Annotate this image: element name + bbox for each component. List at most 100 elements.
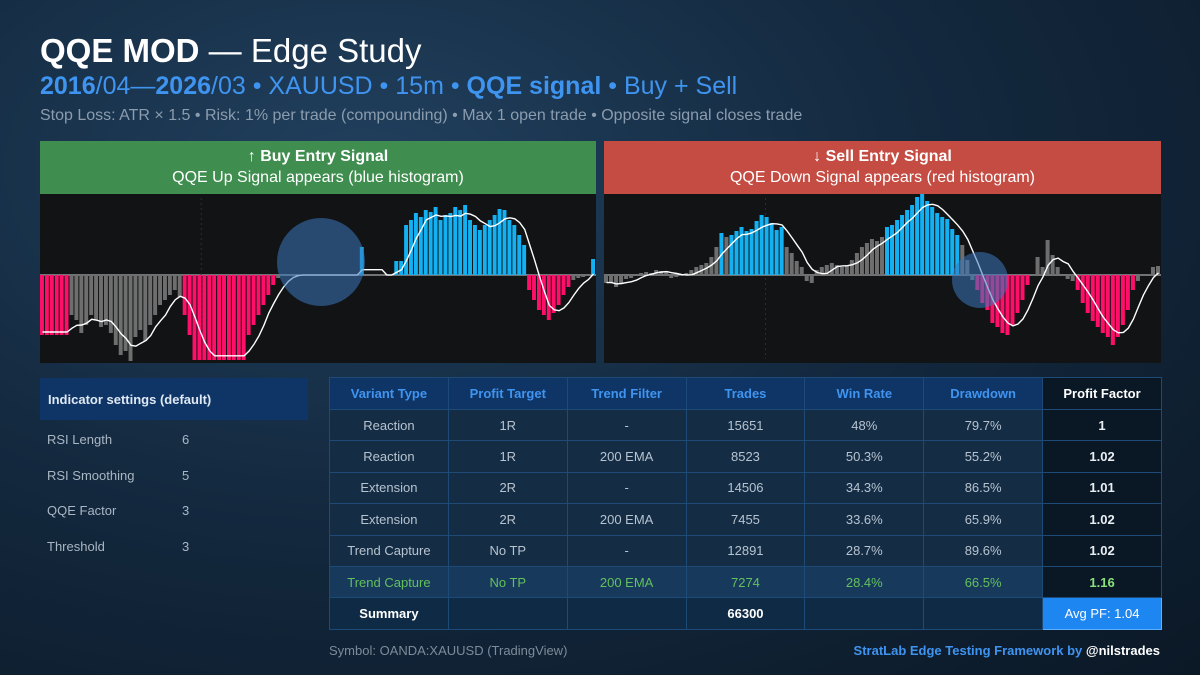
col-header: Trend Filter (566, 377, 687, 410)
histogram-bar (94, 275, 99, 320)
histogram-bar (915, 197, 920, 275)
histogram-bar (251, 275, 256, 325)
histogram-bar (1110, 275, 1115, 345)
histogram-bar (438, 220, 443, 275)
histogram-bar (779, 227, 784, 275)
histogram-bar (754, 221, 759, 275)
histogram-bar (532, 275, 536, 300)
histogram-bar (143, 275, 148, 341)
histogram-bar (472, 225, 477, 275)
histogram-bar (854, 253, 859, 275)
histogram-bar (1050, 255, 1055, 275)
histogram-bar (769, 223, 774, 275)
histogram-bar (44, 275, 49, 335)
summary-trades: 66300 (685, 597, 806, 630)
histogram-bar (443, 215, 448, 275)
histogram-bar (1010, 275, 1015, 325)
table-row-highlight: Trend Capture No TP 200 EMA 7274 28.4% 66.5% 1… (329, 565, 1162, 599)
histogram-bar (133, 275, 138, 337)
histogram-bar (128, 275, 133, 361)
histogram-bar (1065, 275, 1070, 279)
histogram-bar (604, 275, 609, 283)
histogram-bar (905, 210, 910, 275)
histogram-bar (566, 275, 571, 287)
table-header-row: Variant Type Profit Target Trend Filter … (329, 377, 1162, 410)
histogram-bar (1055, 267, 1060, 275)
histogram-bar (809, 275, 814, 283)
histogram-bar (591, 259, 595, 275)
settings-row: QQE Factor 3 (47, 503, 190, 518)
histogram-bar (399, 261, 404, 275)
histogram-bar (869, 239, 874, 275)
histogram-bar (1080, 275, 1085, 303)
histogram-bar (197, 275, 202, 360)
histogram-bar (1125, 275, 1130, 310)
histogram-bar (507, 220, 512, 275)
histogram-bar (895, 220, 900, 275)
histogram-bar (1095, 275, 1100, 327)
histogram-bar (236, 275, 241, 360)
histogram-bar (664, 271, 669, 275)
histogram-bar (940, 217, 945, 275)
histogram-bar (207, 275, 212, 360)
signal-highlight-circle (952, 252, 1008, 308)
table-row: Reaction 1R -15651 48% 79.7% 1 (329, 408, 1162, 442)
sell-signal-panel: ↓ Sell Entry Signal QQE Down Signal appe… (604, 141, 1161, 363)
histogram-bar (536, 275, 541, 310)
histogram-bar (79, 275, 84, 333)
histogram-bar (108, 275, 113, 333)
avg-pf-badge: Avg PF: 1.04 (1042, 597, 1162, 630)
histogram-bar (428, 212, 433, 275)
histogram-bar (1045, 240, 1050, 275)
histogram-bar (148, 275, 153, 325)
histogram-bar (84, 275, 89, 325)
histogram-bar (448, 213, 453, 275)
histogram-bar (468, 220, 472, 275)
histogram-bar (674, 275, 679, 277)
histogram-bar (423, 210, 428, 275)
histogram-bar (1155, 266, 1160, 275)
summary-row: Summary 66300 Avg PF: 1.04 (329, 597, 1162, 630)
buy-panel-title: ↑ Buy Entry Signal (247, 148, 389, 165)
histogram-bar (99, 275, 103, 327)
histogram-bar (679, 275, 684, 276)
histogram-bar (744, 231, 749, 275)
histogram-bar (226, 275, 231, 360)
histogram-bar (113, 275, 118, 345)
histogram-bar (1085, 275, 1090, 313)
histogram-bar (1000, 275, 1005, 333)
page-subtitle: 2016/04—2026/03 • XAUUSD • 15m • QQE sig… (40, 72, 738, 100)
histogram-bar (54, 275, 59, 335)
histogram-bar (487, 220, 492, 275)
histogram-bar (614, 275, 619, 287)
histogram-bar (231, 275, 236, 360)
histogram-bar (256, 275, 261, 315)
histogram-bar (609, 275, 614, 283)
sell-panel-subtitle: QQE Down Signal appears (red histogram) (729, 169, 1036, 186)
histogram-bar (40, 275, 44, 335)
histogram-bar (153, 275, 158, 315)
histogram-bar (202, 275, 207, 360)
histogram-bar (1100, 275, 1105, 333)
table-row: Extension 2R 200 EMA 7455 33.6% 65.9% 1.02 (329, 503, 1162, 536)
histogram-bar (874, 241, 879, 275)
table-row: Extension 2R -14506 34.3% 86.5% 1.01 (329, 471, 1162, 505)
histogram-bar (644, 272, 649, 275)
buy-panel-subtitle: QQE Up Signal appears (blue histogram) (172, 169, 464, 186)
col-header: Win Rate (804, 377, 925, 410)
histogram-bar (502, 210, 507, 275)
histogram-bar (925, 201, 930, 275)
histogram-bar (890, 225, 895, 275)
buy-signal-panel: ↑ Buy Entry Signal QQE Up Signal appears… (40, 141, 596, 363)
histogram-bar (1135, 275, 1140, 281)
symbol-source: Symbol: OANDA:XAUUSD (TradingView) (329, 643, 568, 658)
histogram-bar (1120, 275, 1125, 325)
histogram-bar (89, 275, 94, 315)
histogram-bar (276, 275, 281, 278)
histogram-bar (246, 275, 251, 335)
histogram-bar (749, 229, 754, 275)
histogram-bar (394, 261, 399, 275)
sell-panel-title: ↓ Sell Entry Signal (813, 148, 952, 165)
histogram-bar (266, 275, 271, 295)
credit-line: StratLab Edge Testing Framework by @nils… (853, 643, 1160, 658)
